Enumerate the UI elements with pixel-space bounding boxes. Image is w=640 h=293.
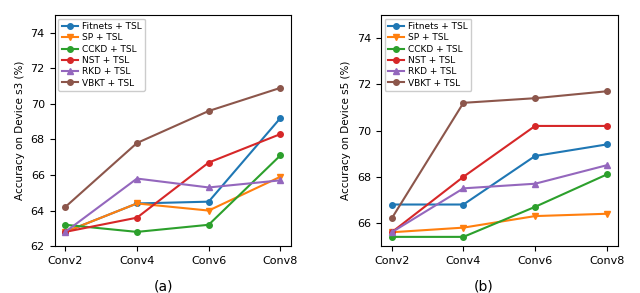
Text: (a): (a) xyxy=(154,279,173,293)
Line: NST + TSL: NST + TSL xyxy=(389,123,609,235)
Fitnets + TSL xyxy=(61,230,69,234)
Line: RKD + TSL: RKD + TSL xyxy=(389,162,609,235)
CCKD + TSL xyxy=(531,205,539,209)
RKD + TSL xyxy=(460,187,467,190)
Line: VBKT + TSL: VBKT + TSL xyxy=(63,85,283,210)
Fitnets + TSL xyxy=(276,116,284,120)
Line: SP + TSL: SP + TSL xyxy=(389,211,609,235)
Fitnets + TSL xyxy=(205,200,212,203)
Text: (b): (b) xyxy=(474,279,493,293)
CCKD + TSL xyxy=(205,223,212,226)
RKD + TSL xyxy=(531,182,539,185)
NST + TSL xyxy=(531,124,539,128)
NST + TSL xyxy=(276,132,284,136)
RKD + TSL xyxy=(205,186,212,189)
NST + TSL xyxy=(460,175,467,178)
SP + TSL xyxy=(388,231,396,234)
SP + TSL xyxy=(133,202,141,205)
VBKT + TSL xyxy=(276,86,284,90)
Line: SP + TSL: SP + TSL xyxy=(63,174,283,235)
RKD + TSL xyxy=(388,231,396,234)
VBKT + TSL xyxy=(61,205,69,209)
CCKD + TSL xyxy=(276,154,284,157)
CCKD + TSL xyxy=(388,235,396,239)
Line: CCKD + TSL: CCKD + TSL xyxy=(63,153,283,235)
VBKT + TSL xyxy=(388,217,396,220)
Legend: Fitnets + TSL, SP + TSL, CCKD + TSL, NST + TSL, RKD + TSL, VBKT + TSL: Fitnets + TSL, SP + TSL, CCKD + TSL, NST… xyxy=(385,19,472,91)
Line: VBKT + TSL: VBKT + TSL xyxy=(389,88,609,221)
NST + TSL xyxy=(205,161,212,164)
VBKT + TSL xyxy=(460,101,467,105)
SP + TSL xyxy=(603,212,611,216)
NST + TSL xyxy=(61,230,69,234)
SP + TSL xyxy=(276,175,284,178)
NST + TSL xyxy=(388,231,396,234)
Fitnets + TSL xyxy=(133,202,141,205)
Line: Fitnets + TSL: Fitnets + TSL xyxy=(389,142,609,207)
Y-axis label: Accuracy on Device s3 (%): Accuracy on Device s3 (%) xyxy=(15,61,25,200)
Legend: Fitnets + TSL, SP + TSL, CCKD + TSL, NST + TSL, RKD + TSL, VBKT + TSL: Fitnets + TSL, SP + TSL, CCKD + TSL, NST… xyxy=(58,19,145,91)
VBKT + TSL xyxy=(531,96,539,100)
Line: CCKD + TSL: CCKD + TSL xyxy=(389,172,609,240)
SP + TSL xyxy=(531,214,539,218)
RKD + TSL xyxy=(61,230,69,234)
Line: Fitnets + TSL: Fitnets + TSL xyxy=(63,115,283,235)
SP + TSL xyxy=(61,230,69,234)
VBKT + TSL xyxy=(205,109,212,113)
NST + TSL xyxy=(133,216,141,219)
CCKD + TSL xyxy=(460,235,467,239)
SP + TSL xyxy=(205,209,212,212)
VBKT + TSL xyxy=(603,90,611,93)
CCKD + TSL xyxy=(61,223,69,226)
Line: NST + TSL: NST + TSL xyxy=(63,131,283,235)
SP + TSL xyxy=(460,226,467,229)
Fitnets + TSL xyxy=(388,203,396,206)
RKD + TSL xyxy=(603,163,611,167)
CCKD + TSL xyxy=(603,173,611,176)
VBKT + TSL xyxy=(133,141,141,145)
CCKD + TSL xyxy=(133,230,141,234)
NST + TSL xyxy=(603,124,611,128)
Fitnets + TSL xyxy=(460,203,467,206)
RKD + TSL xyxy=(276,178,284,182)
Y-axis label: Accuracy on Device s5 (%): Accuracy on Device s5 (%) xyxy=(342,61,351,200)
Fitnets + TSL xyxy=(603,143,611,146)
RKD + TSL xyxy=(133,177,141,180)
Fitnets + TSL xyxy=(531,154,539,158)
Line: RKD + TSL: RKD + TSL xyxy=(63,176,283,235)
